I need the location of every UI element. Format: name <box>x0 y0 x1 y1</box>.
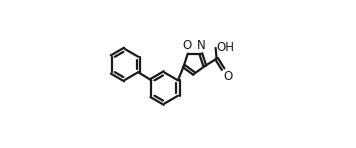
Text: O: O <box>182 39 192 52</box>
Text: N: N <box>197 39 206 52</box>
Text: O: O <box>224 70 233 83</box>
Text: OH: OH <box>216 41 235 54</box>
